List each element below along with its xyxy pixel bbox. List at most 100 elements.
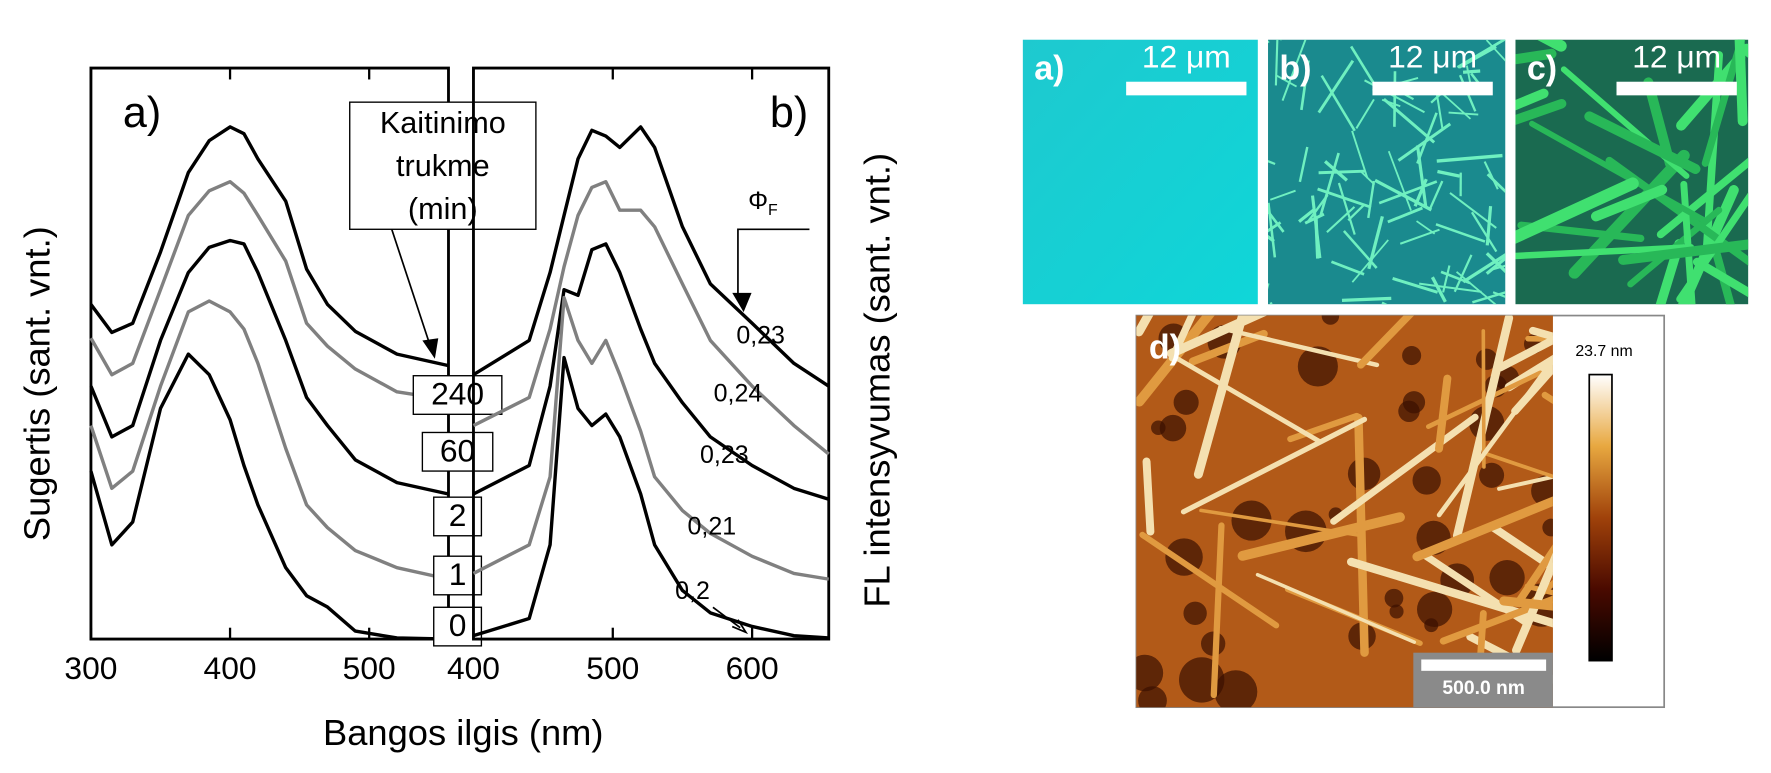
crystal xyxy=(1692,257,1749,298)
afm-crystal xyxy=(1142,457,1155,536)
phi-bracket xyxy=(737,228,810,298)
crystal xyxy=(1515,244,1695,260)
scale-label: 12 μm xyxy=(1632,38,1721,74)
crystal xyxy=(1306,194,1329,224)
crystal xyxy=(1618,239,1749,265)
afm-spot xyxy=(1398,400,1420,423)
image-label: a) xyxy=(1034,49,1064,87)
crystal xyxy=(1462,253,1506,284)
afm-crystal xyxy=(1218,326,1380,368)
crystal xyxy=(1437,169,1460,178)
scale-bar xyxy=(1126,81,1247,96)
yield-label: 0,24 xyxy=(714,380,763,408)
crystal xyxy=(1387,206,1423,224)
afm-crystal xyxy=(1287,412,1360,443)
scale-label: 500.0 nm xyxy=(1442,678,1525,699)
afm-spot xyxy=(1138,686,1167,708)
image-label: d) xyxy=(1149,329,1181,367)
colorbar-max: 23.7 nm xyxy=(1575,343,1632,360)
scale-label: 12 μm xyxy=(1142,38,1231,74)
legend-label: 60 xyxy=(440,432,475,468)
crystal xyxy=(1485,256,1506,275)
crystal xyxy=(1483,161,1499,190)
phi-main: Φ xyxy=(748,187,768,215)
afm-crystal xyxy=(1188,329,1268,366)
crystal xyxy=(1367,180,1376,219)
afm-crystal xyxy=(1435,374,1452,453)
x-tick-label: 500 xyxy=(586,650,639,686)
crystal xyxy=(1515,48,1557,65)
yield-label: 0,23 xyxy=(700,441,749,469)
crystal xyxy=(1413,178,1428,207)
yield-label: 0,21 xyxy=(688,512,737,540)
crystal xyxy=(1298,146,1309,183)
afm-crystal xyxy=(1330,413,1479,525)
crystal xyxy=(1337,182,1356,235)
spectrum-line xyxy=(89,238,449,496)
crystal xyxy=(1382,97,1436,144)
crystal xyxy=(1741,43,1749,58)
legend-title-box xyxy=(349,101,537,230)
afm-crystal xyxy=(1496,335,1553,372)
crystal xyxy=(1276,74,1298,88)
afm-crystal xyxy=(1527,579,1553,607)
afm-crystal xyxy=(1512,552,1553,655)
crystal xyxy=(1341,296,1392,302)
crystal xyxy=(1492,291,1506,298)
panel-label: b) xyxy=(770,89,808,137)
crystal xyxy=(1458,45,1497,69)
legend-arrowhead xyxy=(422,338,439,359)
crystal xyxy=(1268,221,1282,233)
afm-spot xyxy=(1479,462,1505,488)
afm-crystal xyxy=(1357,315,1414,369)
afm-crystal xyxy=(1525,335,1553,342)
crystal xyxy=(1355,98,1375,129)
x-tick-label: 500 xyxy=(343,650,396,686)
crystal xyxy=(1453,254,1473,293)
legend-arrow xyxy=(390,229,433,350)
legend-title: (min) xyxy=(408,192,478,226)
crystal xyxy=(1318,169,1365,175)
crystal xyxy=(1416,220,1436,235)
crystal xyxy=(1367,215,1384,270)
crystal xyxy=(1416,112,1438,164)
crystal xyxy=(1268,209,1285,233)
crystal xyxy=(1462,69,1481,74)
afm-crystal xyxy=(1136,315,1215,407)
crystal xyxy=(1435,223,1486,243)
afm-spot xyxy=(1297,346,1338,387)
x-tick-label: 400 xyxy=(204,650,257,686)
afm-crystal xyxy=(1210,522,1225,699)
legend-label: 2 xyxy=(449,497,467,533)
afm-spot xyxy=(1542,518,1553,537)
scale-bar xyxy=(1421,659,1547,671)
crystal xyxy=(1393,71,1397,127)
phi-symbol: ΦF xyxy=(748,187,778,220)
spectrum-line xyxy=(89,125,449,368)
spectrum-line xyxy=(472,295,830,581)
legend-title: Kaitinimo xyxy=(380,106,506,140)
crystal xyxy=(1392,277,1439,294)
afm-crystal xyxy=(1168,352,1323,445)
yield-arrow xyxy=(712,606,749,635)
afm-spot xyxy=(1384,588,1404,608)
crystal xyxy=(1429,180,1444,209)
scale-label: 12 μm xyxy=(1388,38,1477,74)
crystal xyxy=(1486,173,1506,194)
crystal xyxy=(1515,98,1567,125)
crystal xyxy=(1485,39,1506,62)
legend-label: 1 xyxy=(449,556,467,592)
crystal xyxy=(1490,264,1506,271)
spectrum-line xyxy=(89,352,449,641)
afm-crystal xyxy=(1180,416,1368,515)
afm-spot xyxy=(1475,348,1498,370)
yield-label: 0,2 xyxy=(675,577,710,605)
crystal xyxy=(1320,74,1356,132)
crystal xyxy=(1734,39,1748,127)
afm-crystal xyxy=(1237,512,1405,561)
axis-frame xyxy=(89,66,450,641)
crystal xyxy=(1387,150,1412,211)
afm-spot xyxy=(1231,500,1272,541)
crystal xyxy=(1378,180,1438,205)
afm-spot xyxy=(1183,601,1207,625)
